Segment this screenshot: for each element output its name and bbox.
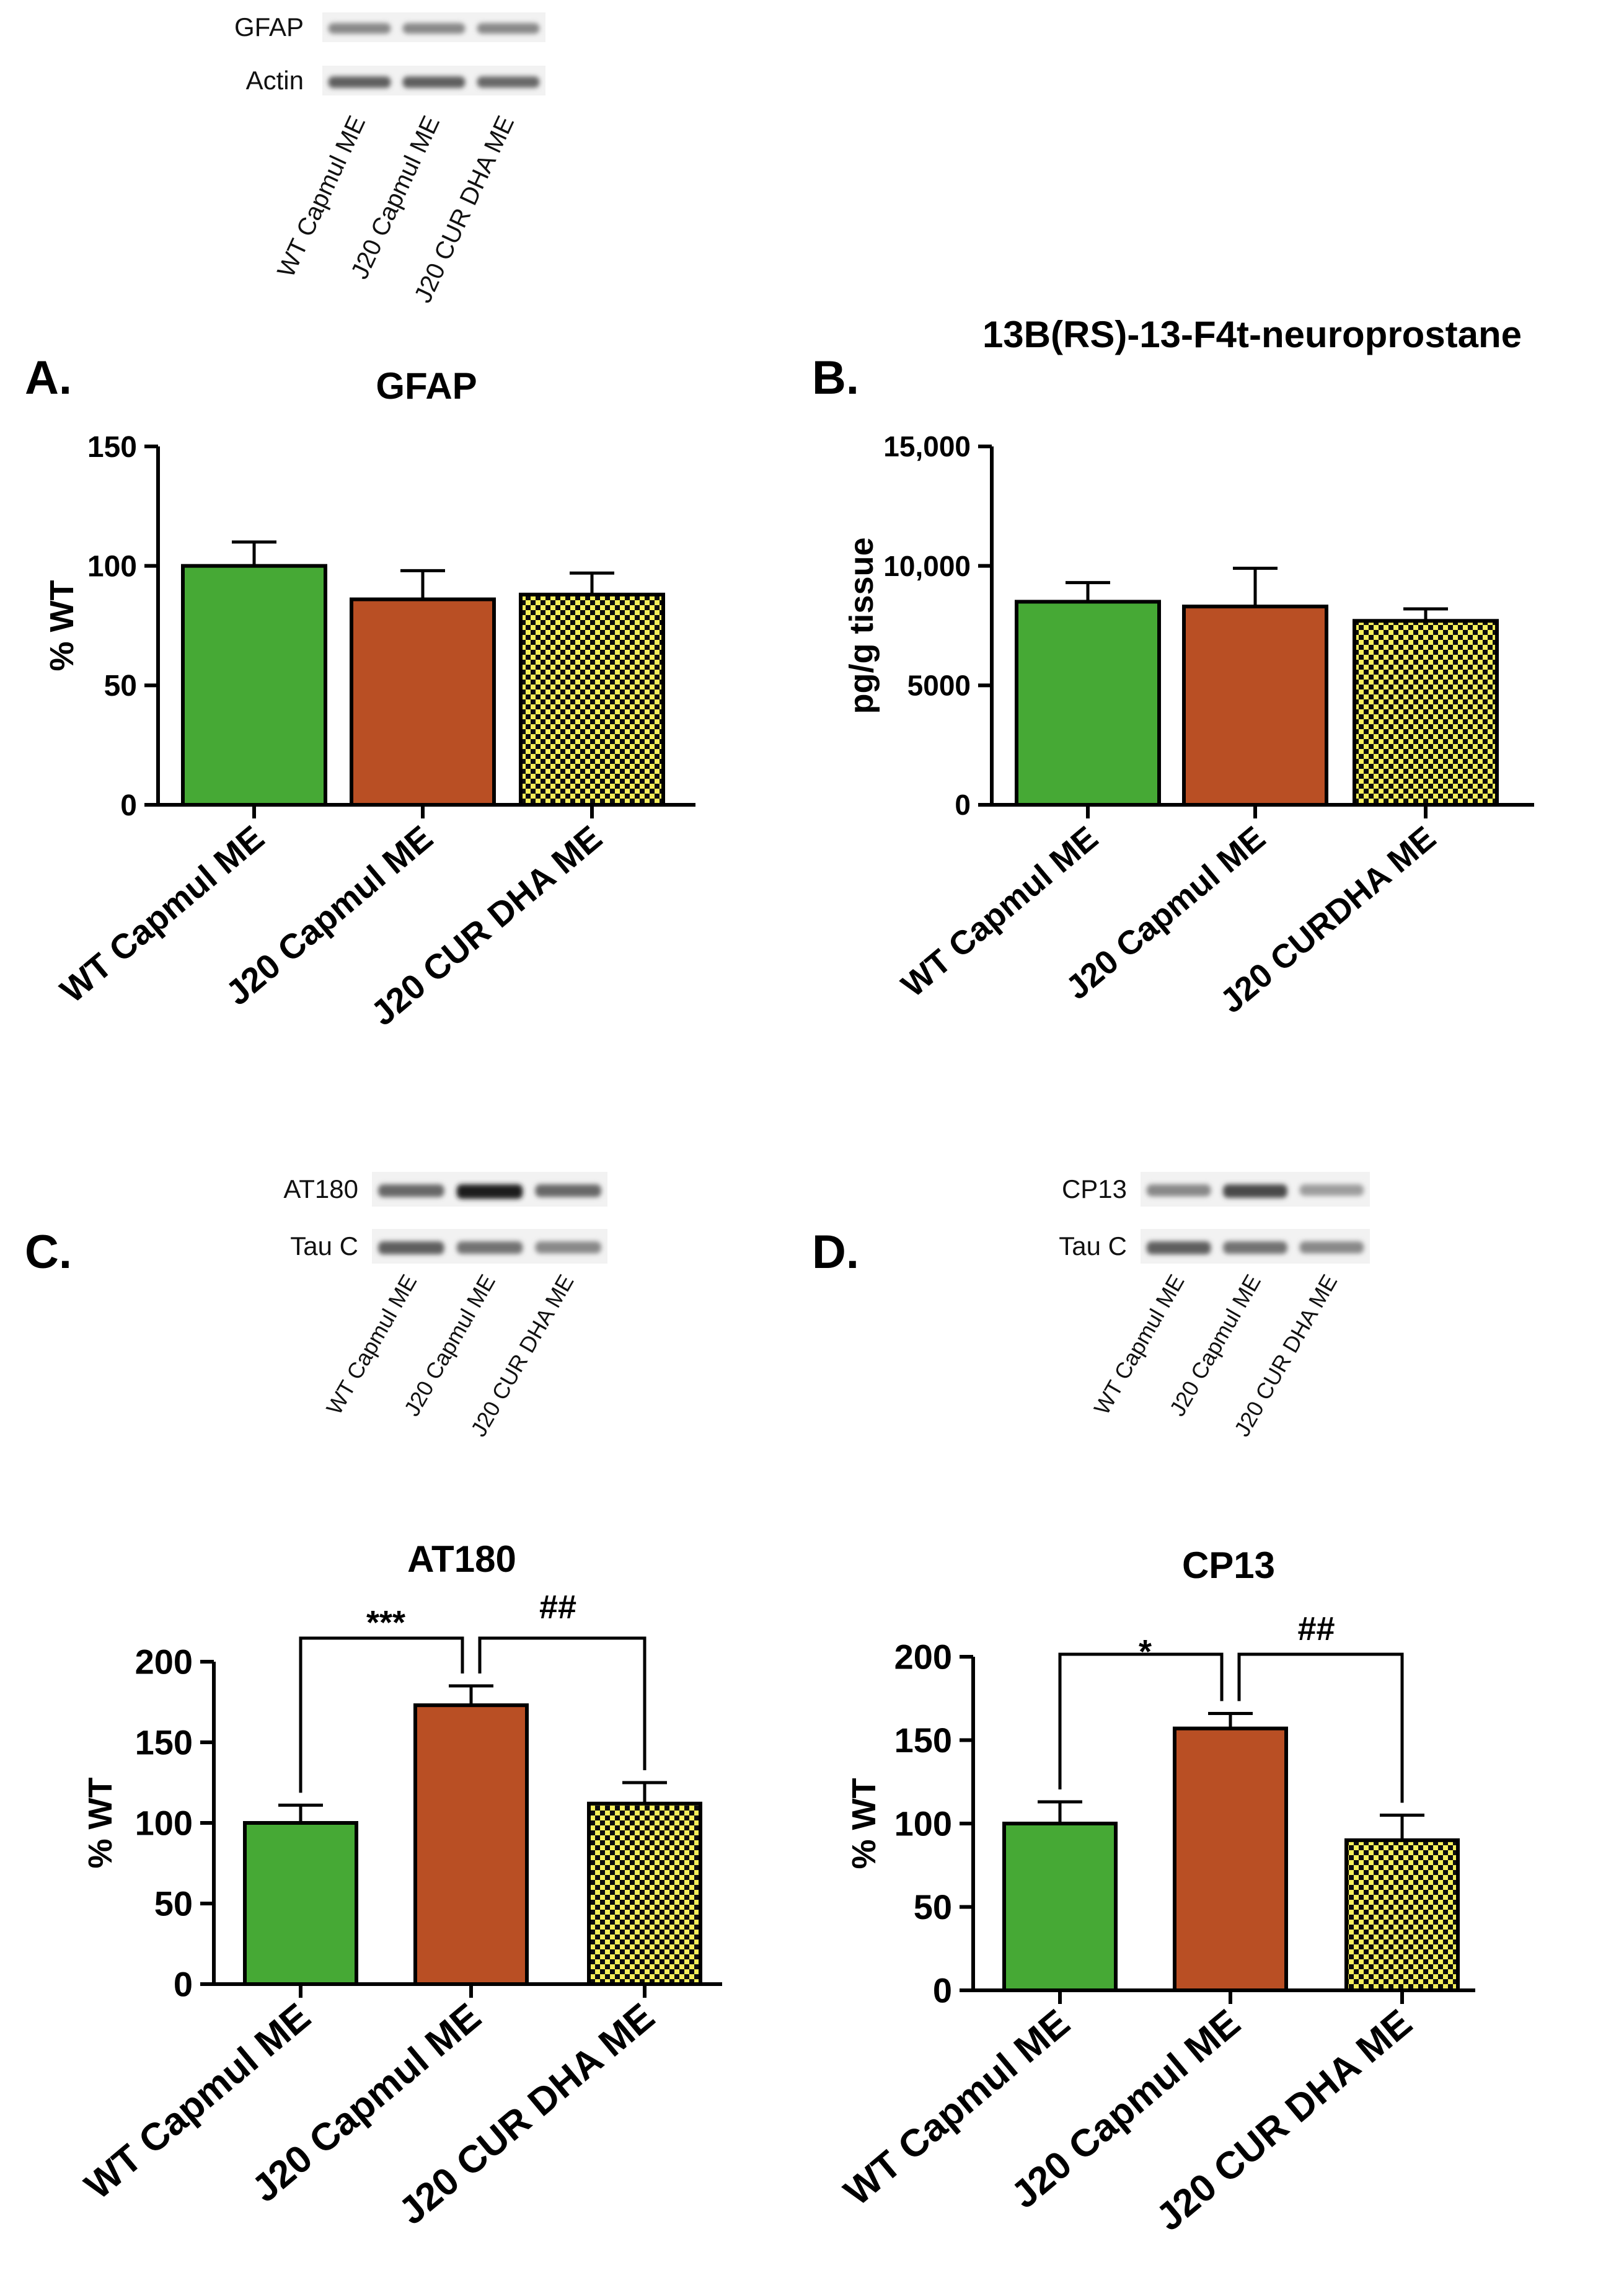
chart-title: CP13: [1182, 1545, 1275, 1586]
y-tick-label: 200: [135, 1642, 193, 1682]
y-tick-label: 15,000: [883, 430, 971, 463]
chart-title: 13B(RS)-13-F4t-neuroprostane: [982, 314, 1522, 355]
blot-band: [328, 76, 391, 88]
bar: [1344, 1838, 1460, 1992]
blot-band: [456, 1241, 523, 1254]
blot-row-label: Tau C: [1059, 1231, 1127, 1261]
blot-band: [535, 1184, 601, 1197]
significance-label: *: [1139, 1633, 1152, 1670]
bar: [1353, 619, 1499, 807]
blot-band: [1299, 1184, 1364, 1196]
chart-neuroprostane: 13B(RS)-13-F4t-neuroprostane 0 5000 10,000 1…: [843, 314, 1534, 1021]
y-tick-label: 5000: [907, 669, 971, 701]
y-tick-label: 150: [135, 1723, 193, 1762]
y-tick-label: 150: [87, 431, 137, 464]
significance-label: ***: [366, 1604, 405, 1641]
bar: [181, 564, 327, 807]
blot-band: [1146, 1184, 1211, 1197]
y-axis-label: % WT: [43, 580, 81, 672]
blot-row-label: GFAP: [234, 12, 304, 42]
y-axis-label: pg/g tissue: [843, 537, 880, 714]
blot-band: [477, 76, 540, 88]
y-tick-label: 100: [135, 1804, 193, 1843]
panel-label-d: D.: [812, 1226, 859, 1279]
blot-band: [328, 23, 391, 34]
bar: [519, 592, 665, 807]
significance-label: ##: [1297, 1610, 1335, 1647]
panel-label-b: B.: [812, 352, 859, 404]
blot-row-label: CP13: [1062, 1174, 1127, 1203]
significance-label: ##: [539, 1589, 576, 1626]
bar: [350, 597, 496, 807]
bar: [243, 1821, 358, 1986]
blot-band: [1146, 1241, 1211, 1255]
blot-band: [1299, 1241, 1364, 1254]
blot-band: [402, 23, 466, 34]
significance-bracket: [299, 1636, 464, 1793]
blot-row-label: AT180: [283, 1174, 358, 1203]
y-tick-label: 0: [955, 789, 971, 821]
y-tick-label: 50: [104, 670, 137, 703]
bar: [1182, 605, 1328, 807]
blot-band: [1223, 1184, 1287, 1198]
significance-bracket: [1237, 1652, 1404, 1803]
y-tick-label: 50: [914, 1887, 952, 1926]
y-tick-label: 100: [87, 550, 137, 583]
y-tick-label: 0: [120, 789, 137, 822]
blot-band: [402, 76, 466, 88]
chart-title: AT180: [407, 1538, 516, 1580]
y-tick-label: 50: [154, 1884, 193, 1923]
y-tick-label: 200: [894, 1638, 952, 1677]
y-axis-label: % WT: [845, 1778, 883, 1869]
y-tick-label: 100: [894, 1804, 952, 1843]
bar: [1015, 600, 1161, 807]
blot-row-label: Actin: [246, 66, 304, 95]
y-tick-label: 150: [894, 1721, 952, 1760]
panel-label-a: A.: [25, 352, 72, 404]
bar: [1002, 1822, 1118, 1992]
bar: [1173, 1726, 1288, 1992]
significance-bracket: [478, 1636, 647, 1770]
y-axis-label: % WT: [82, 1778, 119, 1869]
blot-row-label: Tau C: [290, 1231, 358, 1261]
blot-band: [477, 23, 540, 34]
chart-title: GFAP: [376, 365, 477, 407]
blot-band: [378, 1184, 444, 1197]
bar: [413, 1703, 529, 1986]
blot-band: [535, 1241, 601, 1254]
y-tick-label: 0: [174, 1965, 193, 2004]
blot-band: [1223, 1241, 1287, 1254]
blot-band: [456, 1184, 523, 1199]
y-tick-label: 10,000: [883, 550, 971, 582]
blot-band: [378, 1241, 444, 1255]
bar: [587, 1801, 702, 1987]
y-tick-label: 0: [933, 1971, 952, 2010]
panel-label-c: C.: [25, 1226, 72, 1279]
significance-bracket: [1058, 1652, 1224, 1790]
